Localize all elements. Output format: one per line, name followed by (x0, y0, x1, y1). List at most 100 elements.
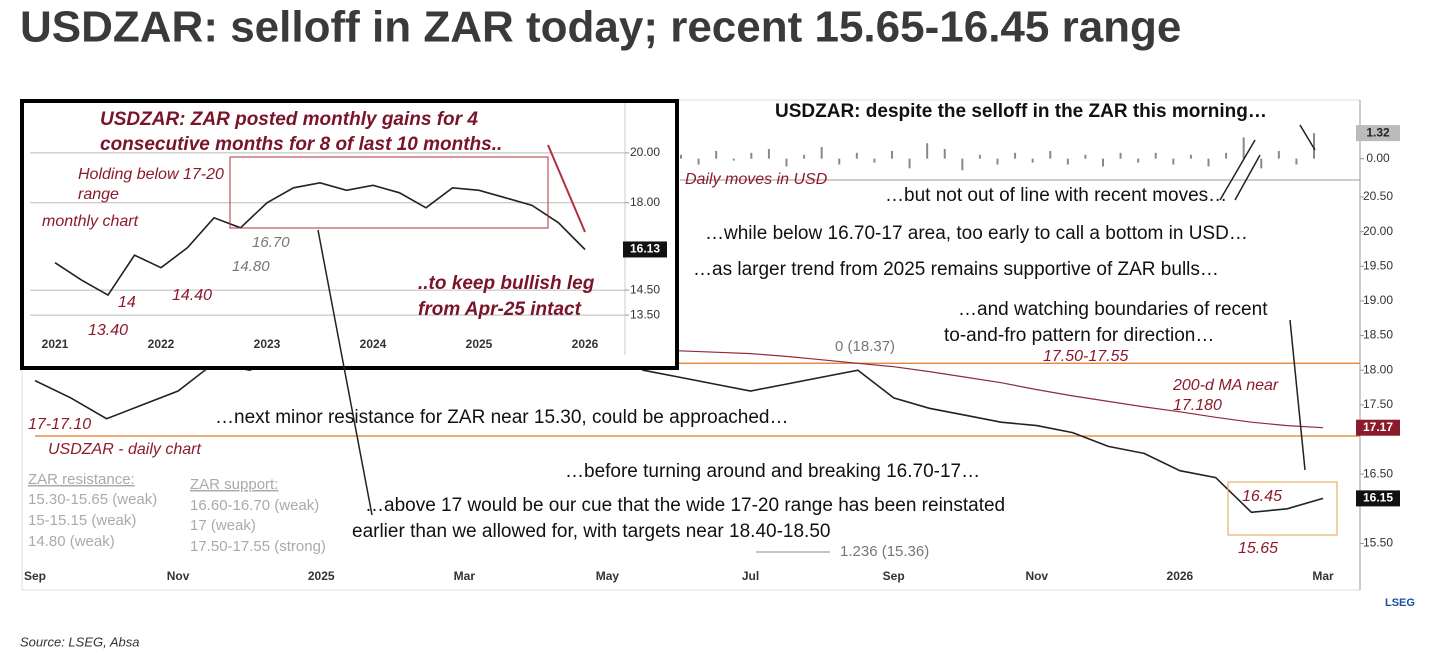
support-item: 17 (weak) (190, 517, 256, 534)
annotation: …and watching boundaries of recent (958, 299, 1268, 320)
bar (1014, 152, 1017, 159)
bar (750, 152, 753, 159)
bar (732, 158, 735, 161)
bar (1154, 152, 1157, 159)
annotation: 14 (118, 294, 136, 311)
annotation: 1.236 (15.36) (840, 543, 929, 560)
annotation: …above 17 would be our cue that the wide… (365, 495, 1005, 516)
price-tag-label: 1.32 (1366, 125, 1390, 139)
support-item: 16.60-16.70 (weak) (190, 497, 319, 514)
y-tick-label: 20.00 (630, 145, 660, 159)
bar (873, 158, 876, 163)
annotation: …next minor resistance for ZAR near 15.3… (215, 407, 788, 428)
bar (1225, 152, 1228, 159)
annotation: 16.70 (252, 234, 290, 251)
bar (1242, 137, 1245, 159)
bar (961, 158, 964, 171)
bar (715, 150, 718, 159)
support-item: 17.50-17.55 (strong) (190, 538, 326, 555)
inset-frame (20, 99, 679, 370)
annotation: 200-d MA near (1172, 377, 1279, 394)
y-tick-label: 0.00 (1366, 151, 1390, 165)
y-tick-label: 19.00 (1363, 293, 1393, 307)
x-tick-label: 2025 (308, 569, 335, 583)
x-tick-label: Mar (454, 569, 476, 583)
y-tick-label: 16.50 (1363, 466, 1393, 480)
x-tick-label: 2023 (254, 337, 281, 351)
bar (1207, 158, 1210, 167)
series-line (34, 293, 1324, 514)
main-chart: 15.50 16.50 17.50 18.00 18.50 19.00 19.50 20.00… (24, 125, 1400, 583)
annotation: 14.80 (232, 258, 270, 275)
bar (820, 147, 823, 159)
resistance-item: 14.80 (weak) (28, 533, 115, 550)
resistance-item: 15-15.15 (weak) (28, 512, 136, 529)
price-tag (623, 241, 667, 258)
bar (908, 158, 911, 169)
x-tick-label: 2025 (466, 337, 493, 351)
bar (1313, 133, 1315, 159)
bar (891, 150, 893, 159)
arrow (1289, 319, 1306, 471)
bar (1066, 158, 1069, 165)
bar (697, 158, 700, 165)
price-tag (1356, 419, 1400, 436)
y-tick-label: 20.00 (1363, 224, 1393, 238)
bar (1295, 158, 1298, 165)
y-tick-label: 18.00 (1363, 362, 1393, 376)
annotation: 17-17.10 (28, 416, 91, 433)
arrow (1234, 154, 1261, 201)
price-tag-label: 16.15 (1363, 491, 1393, 505)
x-tick-label: Mar (1312, 569, 1334, 583)
y-tick-label: 18.00 (630, 195, 660, 209)
x-tick-label: 2024 (360, 337, 387, 351)
bar (996, 158, 999, 165)
range-box (1227, 481, 1338, 536)
bar (1277, 150, 1280, 159)
bar (855, 152, 858, 159)
bar (1172, 158, 1175, 165)
bar (1119, 152, 1122, 159)
resistance-title: ZAR resistance: (28, 471, 135, 488)
annotation: to-and-fro pattern for direction… (944, 325, 1214, 346)
bar (1084, 154, 1087, 159)
bar (978, 154, 981, 159)
source: Source: LSEG, Absa (20, 634, 139, 649)
x-tick-label: Nov (167, 569, 190, 583)
annotation: USDZAR - daily chart (48, 441, 201, 458)
inset-title: consecutive months for 8 of last 10 mont… (100, 134, 502, 155)
x-tick-label: 2026 (1167, 569, 1194, 583)
annotation: monthly chart (42, 213, 139, 230)
price-tag-label: 16.13 (630, 242, 660, 256)
annotation: …while below 16.70-17 area, too early to… (705, 223, 1248, 244)
annotation: range (78, 186, 119, 203)
arrow (547, 144, 586, 233)
bar (943, 149, 946, 159)
arrow (1219, 139, 1256, 201)
inset-title: USDZAR: ZAR posted monthly gains for 4 (100, 109, 478, 130)
bar (767, 149, 770, 159)
y-tick-label: 14.50 (630, 282, 660, 296)
annotation: 17.180 (1173, 397, 1222, 414)
bar (1260, 158, 1263, 169)
annotation: 17.50-17.55 (1043, 348, 1129, 365)
logo: LSEG (1385, 597, 1415, 609)
bar (1102, 158, 1104, 167)
bar (1049, 150, 1052, 159)
annotation: ..to keep bullish leg (418, 273, 595, 294)
price-tag (1356, 490, 1400, 507)
bar (1189, 154, 1192, 159)
x-tick-label: Jul (742, 569, 759, 583)
price-tag-label: 17.17 (1363, 420, 1393, 434)
annotation: …but not out of line with recent moves… (885, 185, 1227, 206)
bar (803, 154, 806, 159)
annotation: 14.40 (172, 287, 212, 304)
support-title: ZAR support: (190, 476, 278, 493)
bar (1137, 158, 1140, 163)
annotation: USDZAR: despite the selloff in the ZAR t… (775, 101, 1267, 122)
annotation: Daily moves in USD (685, 171, 828, 188)
x-tick-label: Sep (24, 569, 46, 583)
series-line (54, 181, 586, 297)
y-tick-label: 19.50 (1363, 258, 1393, 272)
